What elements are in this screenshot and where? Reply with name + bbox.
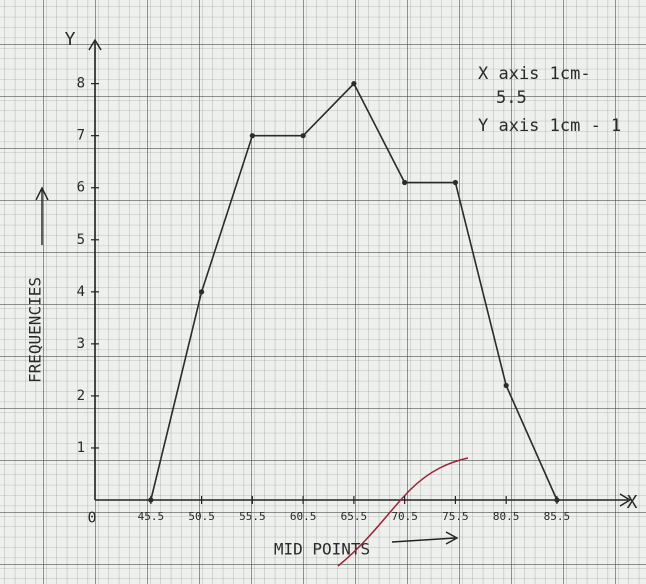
annotation: X axis 1cm- xyxy=(478,64,591,84)
x-tick-label: 50.5 xyxy=(188,510,215,523)
data-point xyxy=(351,81,357,87)
y-tick-label: 3 xyxy=(77,336,85,352)
annotation: 5.5 xyxy=(496,88,527,108)
data-point xyxy=(503,382,509,389)
x-tick-label: 85.5 xyxy=(544,510,571,523)
plot: 1 2 3 4 5 6 7 8 45.5 50.5 55.5 60.5 65.5 70.5 75.5 80.5… xyxy=(77,76,571,523)
x-tick-label: 80.5 xyxy=(493,510,520,523)
y-tick-label: 4 xyxy=(77,284,85,300)
y-tick-label: 1 xyxy=(77,440,85,456)
y-tick-label: 7 xyxy=(77,128,85,144)
data-point xyxy=(300,133,306,139)
x-tick-label: 70.5 xyxy=(391,510,418,523)
data-point xyxy=(402,179,408,186)
data-point xyxy=(199,289,205,295)
x-letter: X xyxy=(627,492,638,513)
data-point xyxy=(554,497,560,503)
data-point xyxy=(249,133,255,139)
x-tick-label: 60.5 xyxy=(290,510,317,523)
x-tick-label: 65.5 xyxy=(341,510,368,523)
annotation: Y axis 1cm - 1 xyxy=(478,116,621,136)
y-label-arrow xyxy=(35,186,49,245)
pen-mark xyxy=(337,457,469,567)
y-letter: Y xyxy=(65,29,76,50)
data-point xyxy=(452,179,459,186)
x-arrow xyxy=(619,493,632,507)
origin-label: 0 xyxy=(87,509,96,527)
x-tick-label: 75.5 xyxy=(442,510,469,523)
x-tick-label: 45.5 xyxy=(138,510,165,523)
y-tick-label: 6 xyxy=(77,180,85,196)
y-tick-label: 2 xyxy=(77,388,85,404)
x-tick-label: 55.5 xyxy=(239,510,266,523)
y-tick-label: 5 xyxy=(77,232,85,248)
data-point xyxy=(148,497,154,503)
x-axis-label: MID POINTS xyxy=(274,540,370,559)
x-label-arrow xyxy=(391,531,459,545)
y-axis-label: FREQUENCIES xyxy=(26,277,45,383)
y-arrow xyxy=(88,38,102,51)
y-tick-label: 8 xyxy=(77,76,85,92)
